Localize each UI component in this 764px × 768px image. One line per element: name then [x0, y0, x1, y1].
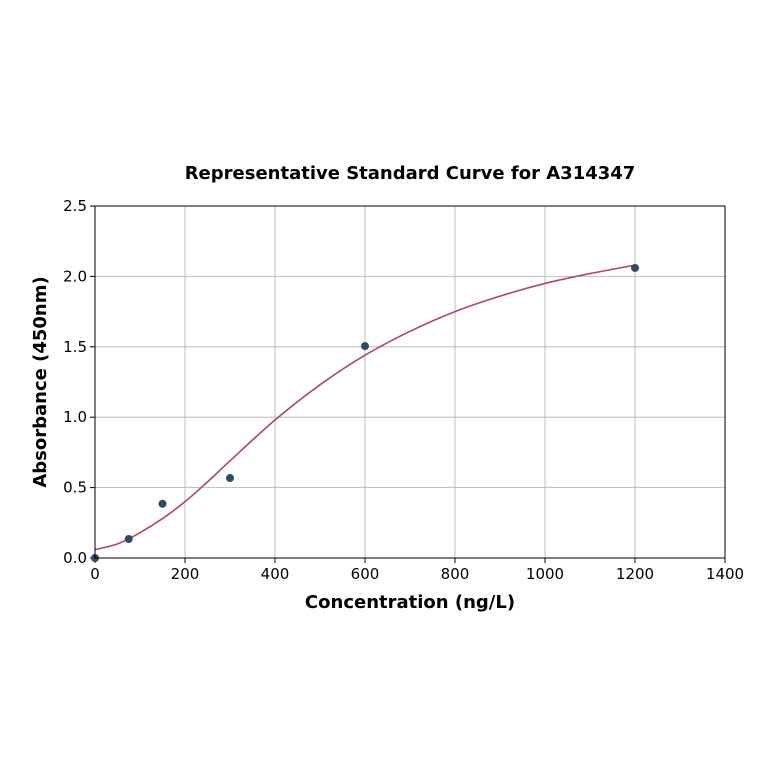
x-axis-label: Concentration (ng/L) [305, 592, 515, 613]
data-point [226, 474, 234, 483]
y-tick-label: 0.5 [63, 479, 87, 497]
y-tick-label: 1.0 [63, 408, 87, 426]
fit-curve [94, 264, 636, 551]
x-tick-label: 200 [171, 565, 200, 583]
data-point [158, 499, 167, 508]
y-tick-label: 2.5 [63, 197, 87, 215]
plot-frame [94, 205, 726, 559]
x-tick-label: 1000 [526, 565, 564, 583]
chart-title: Representative Standard Curve for A31434… [185, 163, 636, 184]
x-tick-label: 800 [441, 565, 470, 583]
y-tick-label: 1.5 [63, 338, 87, 356]
x-tick-label: 0 [90, 565, 100, 583]
data-point [361, 342, 369, 351]
y-tick-label: 2.0 [63, 267, 87, 285]
x-tick-label: 1400 [706, 565, 744, 583]
data-point [631, 263, 639, 272]
y-axis-label: Absorbance (450nm) [30, 276, 51, 487]
x-tick-label: 400 [261, 565, 290, 583]
data-point [124, 534, 133, 543]
y-tick-label: 0.0 [63, 549, 87, 567]
x-tick-label: 600 [351, 565, 380, 583]
x-tick-label: 1200 [616, 565, 654, 583]
